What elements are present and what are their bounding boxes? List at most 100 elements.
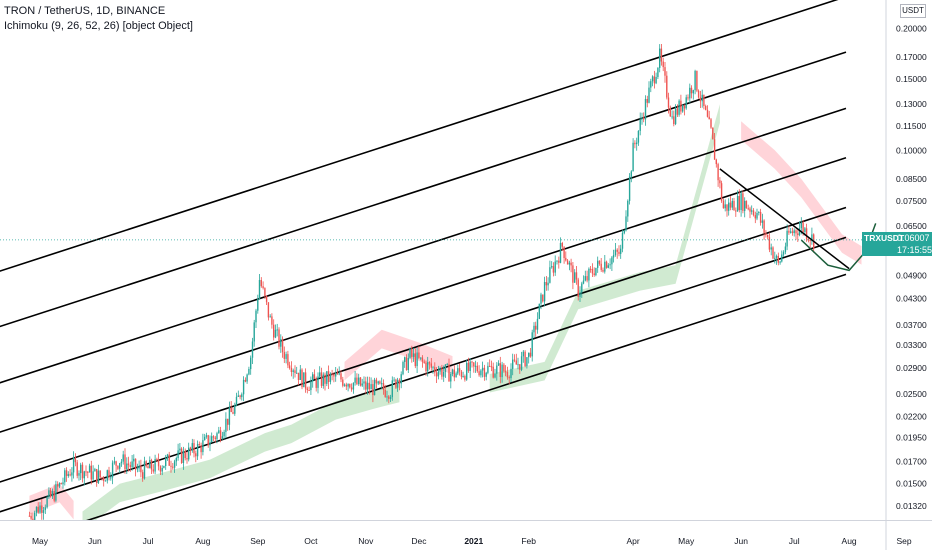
candle-body (345, 384, 347, 387)
candle-body (517, 364, 519, 366)
last-price-tag: TRXUSDT 0.06007 17:15:55 (862, 232, 932, 256)
candle-body (159, 466, 162, 472)
candle-body (83, 471, 85, 479)
candle-body (487, 365, 489, 373)
candle-body (788, 230, 790, 233)
candle-body (720, 183, 723, 201)
candle-body (110, 477, 112, 479)
candle-body (481, 367, 484, 371)
candle-body (41, 505, 43, 513)
candle-body (188, 447, 190, 460)
candle-body (632, 142, 634, 172)
candle-body (37, 506, 39, 513)
candle-body (637, 130, 640, 143)
x-tick-label: Feb (521, 536, 536, 546)
candle-body (382, 383, 385, 390)
candle-body (361, 383, 363, 386)
cloud-bear-2 (741, 121, 862, 265)
candle-body (779, 261, 781, 263)
candle-body (157, 459, 160, 467)
candle-body (379, 381, 381, 384)
candle-body (304, 372, 307, 389)
candle-body (538, 303, 540, 319)
candle-body (340, 373, 342, 380)
candle-body (441, 368, 443, 377)
candle-body (244, 379, 247, 382)
candle-body (235, 396, 238, 406)
candle-body (388, 396, 390, 399)
candle-body (660, 48, 663, 62)
candle-body (747, 208, 749, 210)
candle-body (467, 362, 470, 371)
candle-body (575, 272, 578, 280)
candle-body (625, 216, 627, 231)
candle-body (242, 379, 245, 395)
candle-body (798, 228, 801, 236)
indicator-label[interactable]: Ichimoku (9, 26, 52, 26) [object Object] (4, 20, 193, 32)
candle-body (281, 339, 284, 353)
candle-body (574, 272, 576, 283)
candle-body (497, 363, 500, 366)
candle-body (763, 220, 765, 233)
chart-title[interactable]: TRON / TetherUS, 1D, BINANCE (4, 5, 166, 17)
candle-body (620, 248, 622, 254)
channel-line-1 (0, 51, 847, 328)
candle-body (156, 459, 158, 460)
candle-body (165, 458, 167, 466)
candle-body (804, 228, 806, 232)
candle-body (117, 465, 119, 469)
candle-body (800, 222, 802, 229)
candle-body (701, 94, 703, 102)
candle-body (142, 472, 144, 479)
candle-body (331, 373, 333, 375)
candle-body (752, 210, 755, 216)
x-tick-label: Jul (789, 536, 800, 546)
candle-body (674, 108, 677, 125)
candle-body (561, 243, 563, 247)
y-tick-label: 0.10000 (896, 145, 927, 155)
candle-body (149, 460, 151, 469)
candle-body (329, 373, 332, 382)
currency-badge[interactable]: USDT (900, 4, 926, 18)
candle-body (685, 97, 687, 109)
candle-body (400, 374, 402, 384)
candle-body (566, 260, 569, 265)
candle-body (460, 371, 463, 377)
candle-body (301, 369, 303, 388)
candle-body (781, 254, 783, 262)
candle-body (474, 365, 477, 367)
candle-body (582, 280, 585, 284)
candle-body (614, 249, 617, 255)
candle-body (373, 379, 376, 396)
candle-body (699, 97, 702, 102)
candle-body (347, 384, 349, 387)
candle-body (248, 369, 250, 375)
candle-body (744, 200, 746, 211)
candle-body (524, 351, 526, 367)
candle-body (391, 380, 393, 398)
candle-body (536, 318, 539, 330)
candle-body (634, 142, 636, 145)
x-tick-label: Jun (734, 536, 748, 546)
candle-body (612, 255, 615, 258)
x-tick-label: Jun (88, 536, 102, 546)
candle-body (462, 376, 464, 377)
candle-body (554, 261, 556, 273)
candle-body (811, 234, 813, 241)
candle-body (80, 464, 82, 474)
candle-body (609, 264, 611, 266)
candle-body (616, 249, 618, 252)
candle-body (418, 352, 420, 358)
candle-body (726, 204, 728, 211)
candle-body (145, 461, 147, 467)
candle-body (437, 371, 440, 377)
candle-body (97, 470, 100, 483)
candle-body (209, 442, 211, 446)
candle-body (515, 360, 517, 365)
plot-area (0, 0, 886, 520)
candle-body (466, 362, 468, 380)
candle-body (219, 430, 222, 440)
candle-body (276, 329, 278, 331)
